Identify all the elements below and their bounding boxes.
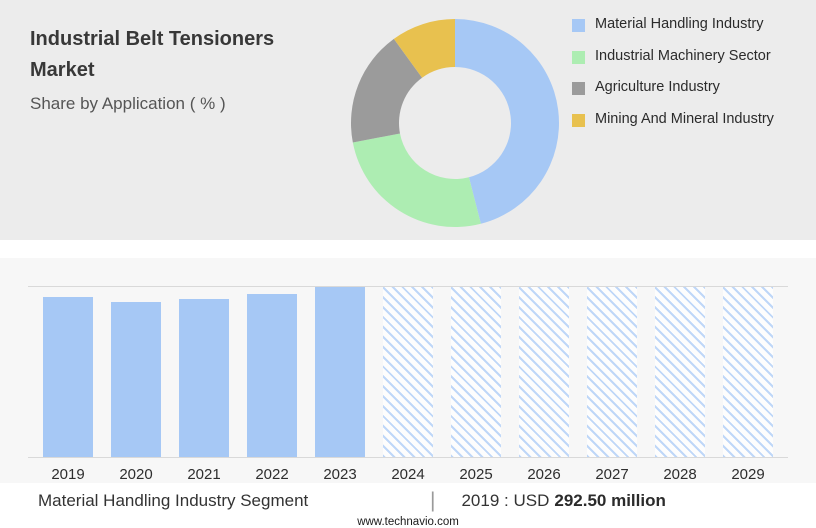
value-prefix: 2019 : USD bbox=[461, 491, 550, 510]
donut-chart bbox=[351, 19, 560, 227]
caption-bar: Material Handling Industry Segment | 201… bbox=[0, 483, 816, 515]
chart-legend: Material Handling Industry Industrial Mac… bbox=[572, 16, 810, 143]
legend-item-3: Agriculture Industry bbox=[572, 79, 810, 97]
legend-swatch bbox=[572, 114, 585, 128]
caption-separator: | bbox=[430, 489, 436, 512]
legend-label: Material Handling Industry bbox=[595, 16, 764, 32]
legend-label: Mining And Mineral Industry bbox=[595, 111, 774, 128]
forecast-bar-2028 bbox=[654, 287, 706, 457]
segment-value: 2019 : USD 292.50 million bbox=[461, 491, 665, 511]
year-label-2028: 2028 bbox=[663, 466, 697, 483]
bar-column-2027 bbox=[578, 287, 646, 457]
x-axis-labels: 2019 2020 2021 2022 2023 2024 2025 2026 2027 2028… bbox=[28, 458, 788, 483]
year-label-2029: 2029 bbox=[731, 466, 765, 483]
year-label-2024: 2024 bbox=[391, 466, 425, 483]
donut-segment-3 bbox=[351, 38, 423, 143]
donut-segment-2 bbox=[352, 133, 481, 227]
page-subtitle: Share by Application ( % ) bbox=[30, 94, 226, 113]
legend-item-2: Industrial Machinery Sector bbox=[572, 48, 810, 66]
legend-swatch bbox=[572, 19, 585, 32]
header-panel: Industrial Belt Tensioners Market Share … bbox=[0, 0, 816, 240]
donut-segment-1 bbox=[455, 19, 560, 224]
forecast-bar-2029 bbox=[722, 287, 774, 457]
year-label-2021: 2021 bbox=[187, 466, 221, 483]
bar-2021 bbox=[178, 298, 230, 457]
year-label-2027: 2027 bbox=[595, 466, 629, 483]
year-label-2026: 2026 bbox=[527, 466, 561, 483]
bar-2020 bbox=[110, 302, 162, 457]
bar-2019 bbox=[42, 297, 94, 457]
bar-2023 bbox=[314, 287, 366, 457]
forecast-bar-2024 bbox=[382, 287, 434, 457]
legend-item-1: Material Handling Industry bbox=[572, 16, 810, 34]
segment-label: Material Handling Industry Segment bbox=[38, 491, 309, 510]
legend-label: Agriculture Industry bbox=[595, 79, 720, 96]
legend-item-4: Mining And Mineral Industry bbox=[572, 111, 810, 129]
title-block: Industrial Belt Tensioners Market Share … bbox=[30, 24, 330, 114]
bar-column-2019 bbox=[34, 287, 102, 457]
year-label-2022: 2022 bbox=[255, 466, 289, 483]
legend-label: Industrial Machinery Sector bbox=[595, 47, 771, 64]
year-label-2020: 2020 bbox=[119, 466, 153, 483]
year-label-2025: 2025 bbox=[459, 466, 493, 483]
bar-column-2021 bbox=[170, 287, 238, 457]
year-label-2019: 2019 bbox=[51, 466, 85, 483]
bar-2022 bbox=[246, 293, 298, 457]
page-title: Industrial Belt Tensioners Market bbox=[30, 28, 275, 81]
forecast-bar-2026 bbox=[518, 287, 570, 457]
bar-column-2020 bbox=[102, 287, 170, 457]
divider-band bbox=[0, 240, 816, 258]
footer-url: www.technavio.com bbox=[357, 516, 459, 528]
bar-column-2029 bbox=[714, 287, 782, 457]
donut-segment-4 bbox=[393, 19, 455, 78]
forecast-bar-2025 bbox=[450, 287, 502, 457]
bar-column-2028 bbox=[646, 287, 714, 457]
bar-column-2023 bbox=[306, 287, 374, 457]
legend-swatch bbox=[572, 82, 585, 96]
bar-column-2022 bbox=[238, 287, 306, 457]
year-label-2023: 2023 bbox=[323, 466, 357, 483]
value-amount: 292.50 million bbox=[554, 491, 666, 510]
bar-chart-section: 2019 2020 2021 2022 2023 2024 2025 2026 2027 2028… bbox=[0, 258, 816, 483]
bar-chart-plot bbox=[28, 286, 788, 458]
bar-column-2024 bbox=[374, 287, 442, 457]
forecast-bar-2027 bbox=[586, 287, 638, 457]
legend-swatch bbox=[572, 50, 585, 64]
footer: www.technavio.com bbox=[0, 515, 816, 528]
bar-column-2025 bbox=[442, 287, 510, 457]
bar-column-2026 bbox=[510, 287, 578, 457]
